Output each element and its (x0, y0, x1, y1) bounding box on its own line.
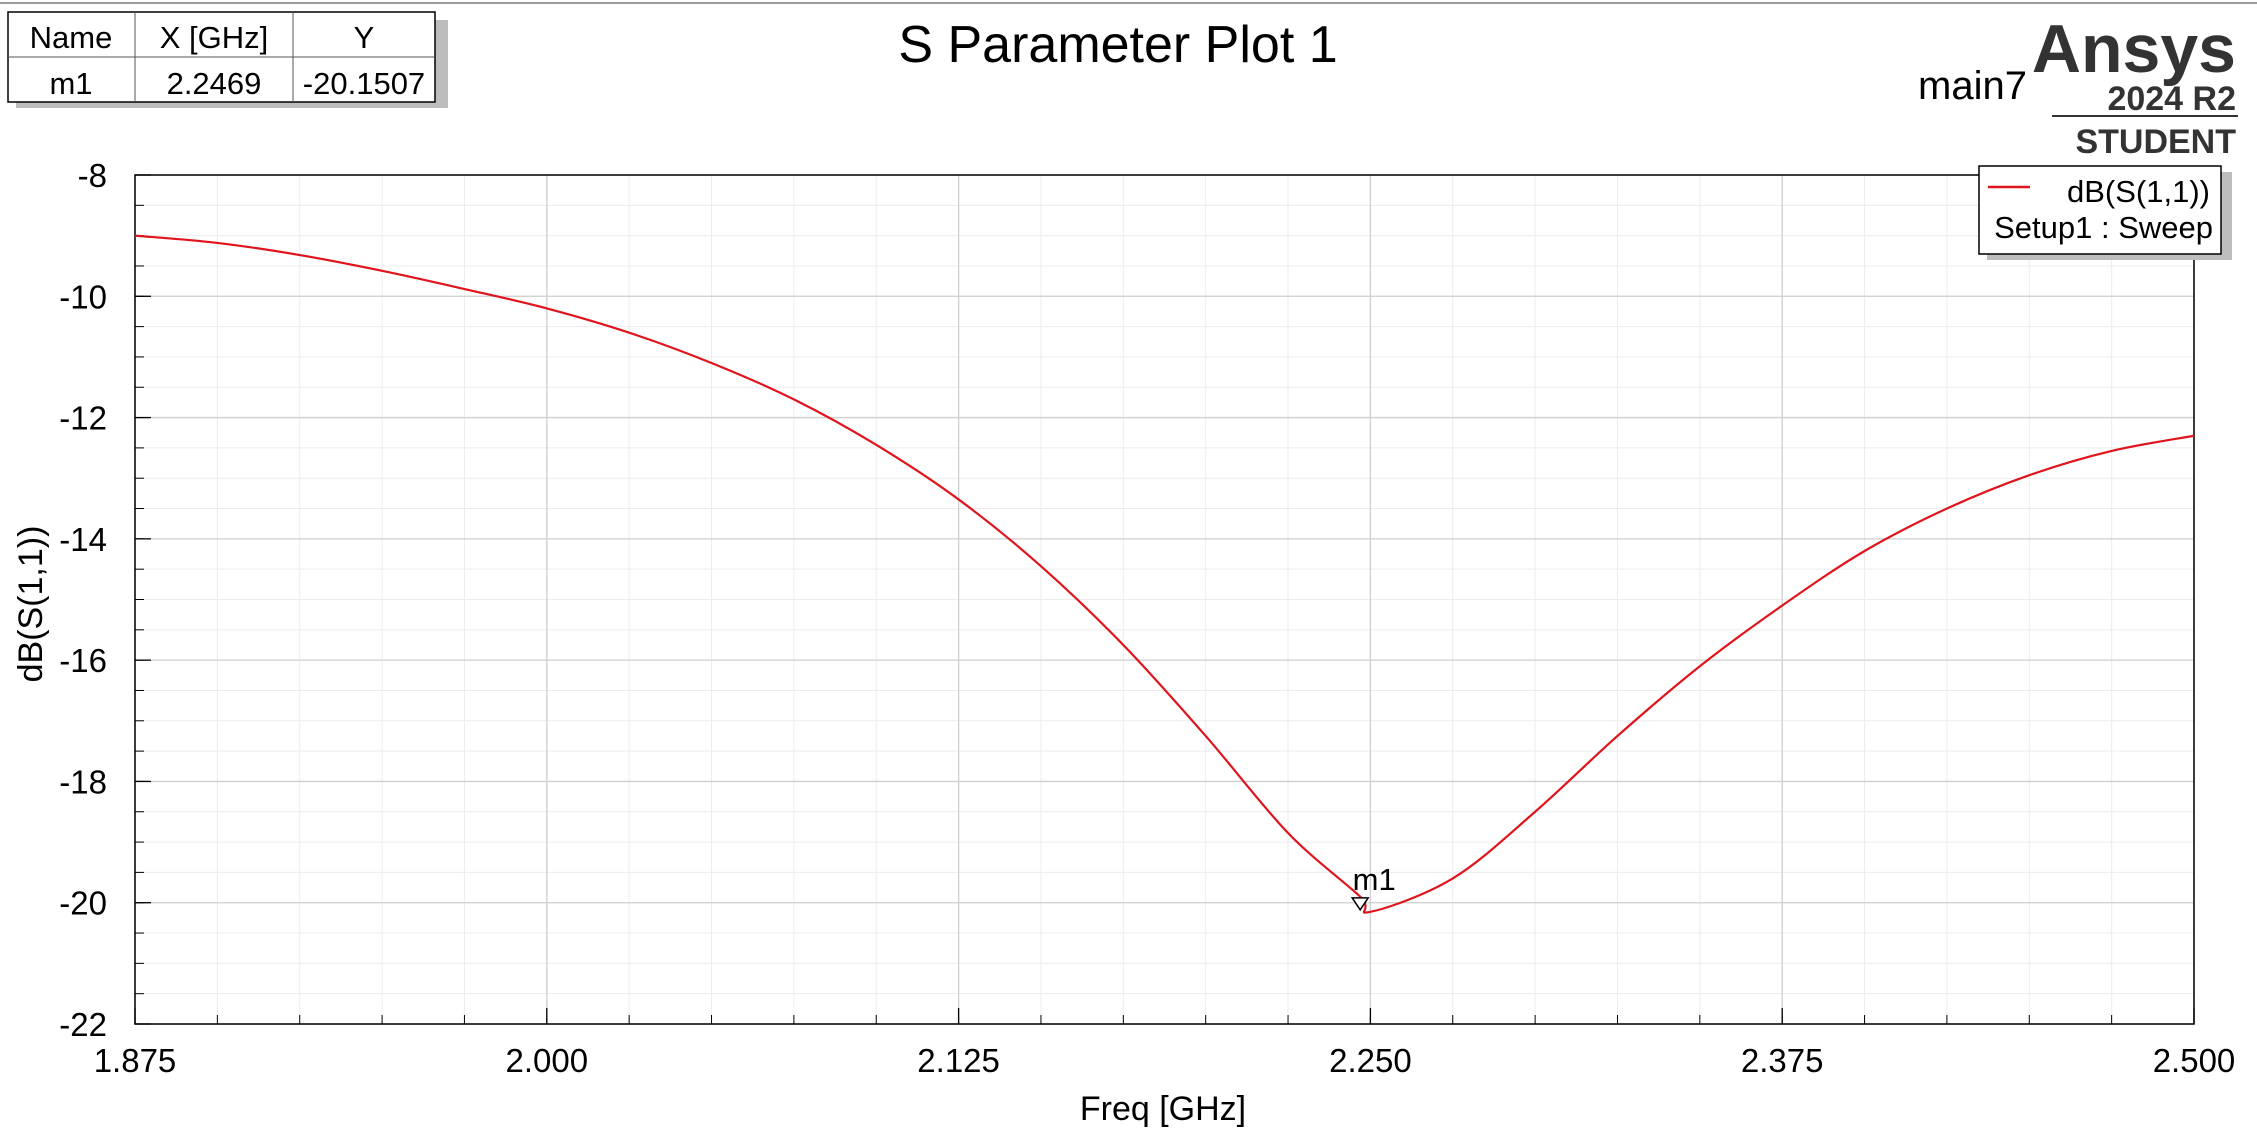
legend-source-label: Setup1 : Sweep (1994, 210, 2213, 245)
axis-ticks (134, 174, 2195, 1025)
ansys-logo: Ansys 2024 R2 STUDENT (2032, 11, 2238, 161)
x-tick-label: 2.250 (1329, 1042, 1412, 1079)
legend-frame (1978, 165, 2222, 255)
marker-table: Name X [GHz] Y m1 2.2469 -20.1507 (7, 11, 448, 108)
series-line-dbs11 (134, 234, 2195, 914)
marker-table-header-x: X [GHz] (160, 20, 269, 55)
design-name: main7 (1918, 64, 2027, 108)
y-tick-labels: -8 -10 -12 -14 -16 -18 -20 -22 (59, 157, 107, 1043)
y-tick-label: -20 (59, 885, 107, 922)
x-axis-label: Freq [GHz] (1080, 1090, 1246, 1128)
y-tick-label: -12 (59, 400, 107, 437)
marker-layer: m1 (1350, 862, 1396, 912)
y-tick-label: -16 (59, 642, 107, 679)
x-tick-labels: 1.875 2.000 2.125 2.250 2.375 2.500 (94, 1042, 2236, 1079)
marker-m1-label: m1 (1353, 862, 1396, 897)
ansys-version: 2024 R2 (2107, 80, 2236, 118)
marker-m1-triangle (1350, 897, 1370, 912)
marker-table-header-name: Name (30, 20, 113, 55)
x-tick-label: 2.000 (506, 1042, 589, 1079)
legend: dB(S(1,1)) Setup1 : Sweep (1978, 165, 2232, 260)
marker-table-cell-y: -20.1507 (303, 66, 425, 101)
x-tick-label: 2.500 (2153, 1042, 2236, 1079)
marker-table-header-y: Y (354, 20, 375, 55)
y-tick-label: -14 (59, 521, 107, 558)
minor-grid (134, 174, 2195, 1025)
x-tick-label: 1.875 (94, 1042, 177, 1079)
y-tick-label: -22 (59, 1006, 107, 1043)
ansys-edition: STUDENT (2075, 123, 2236, 161)
marker-table-cell-x: 2.2469 (167, 66, 262, 101)
y-tick-label: -18 (59, 763, 107, 800)
y-axis-label: dB(S(1,1)) (12, 526, 50, 683)
series-layer (134, 234, 2195, 914)
ansys-logo-text: Ansys (2032, 11, 2236, 87)
legend-entry-label: dB(S(1,1)) (2067, 174, 2210, 209)
marker-table-cell-name: m1 (49, 66, 92, 101)
x-tick-label: 2.375 (1741, 1042, 1824, 1079)
chart-title: S Parameter Plot 1 (898, 16, 1337, 74)
x-tick-label: 2.125 (917, 1042, 1000, 1079)
y-tick-label: -8 (78, 157, 107, 194)
y-tick-label: -10 (59, 278, 107, 315)
